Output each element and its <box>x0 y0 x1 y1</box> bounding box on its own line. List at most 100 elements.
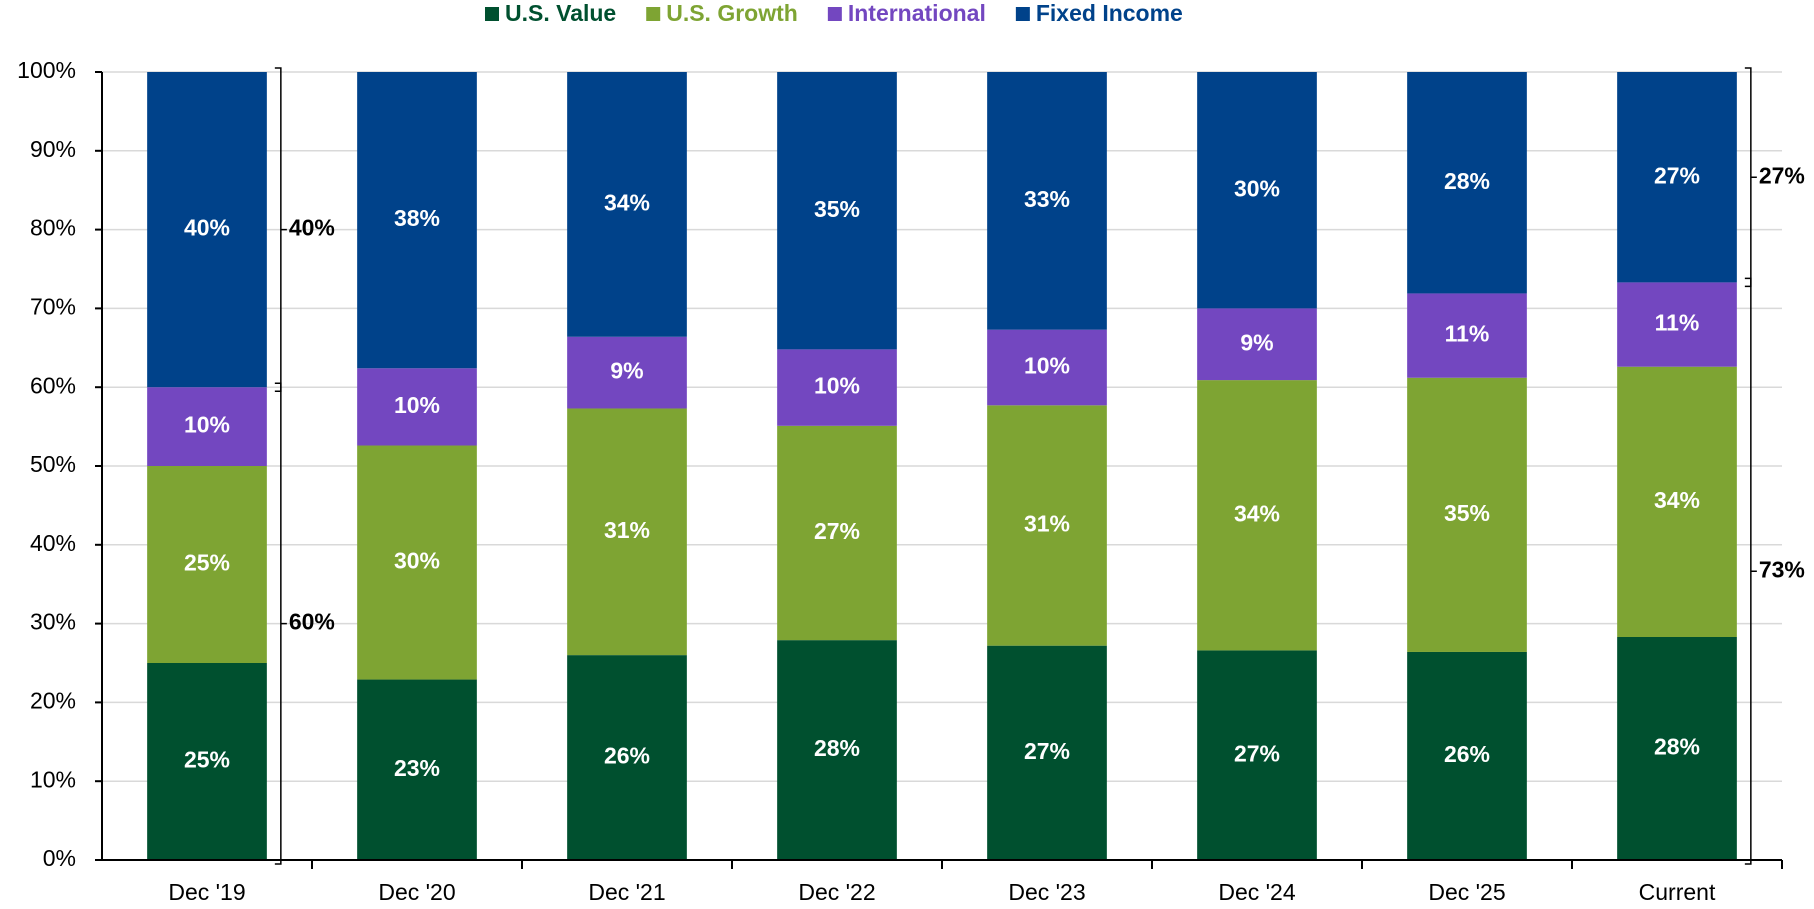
value-label: 10% <box>394 392 440 418</box>
value-label: 27% <box>1654 162 1700 188</box>
bar-segment <box>1407 651 1527 860</box>
legend-label: Fixed Income <box>1036 0 1183 26</box>
bar-segment <box>1197 650 1317 860</box>
bar-segment <box>1617 366 1737 637</box>
value-label: 28% <box>1654 734 1700 760</box>
annotation: 60% <box>289 609 335 635</box>
legend-label: U.S. Value <box>505 0 616 26</box>
x-tick-label: Dec '21 <box>588 879 665 905</box>
y-tick-label: 30% <box>30 609 76 635</box>
bar-segment <box>357 445 477 680</box>
bar-segment <box>567 336 687 409</box>
value-label: 10% <box>184 412 230 438</box>
bracket <box>1744 67 1757 288</box>
bar-segment <box>147 387 267 466</box>
y-tick-label: 20% <box>30 687 76 713</box>
bar-segment <box>1617 636 1737 860</box>
y-tick-label: 50% <box>30 451 76 477</box>
y-tick-label: 60% <box>30 372 76 398</box>
bar-segment <box>567 655 687 860</box>
value-label: 33% <box>1024 186 1070 212</box>
value-label: 38% <box>394 205 440 231</box>
bar-segment <box>147 466 267 663</box>
bar-segment <box>777 425 897 641</box>
value-label: 25% <box>184 550 230 576</box>
y-tick-label: 100% <box>17 57 76 83</box>
bar-segment <box>357 72 477 369</box>
bar-segment <box>1407 377 1527 652</box>
value-label: 34% <box>1234 500 1280 526</box>
value-label: 28% <box>1444 168 1490 194</box>
y-tick-label: 40% <box>30 530 76 556</box>
bar-segment <box>147 663 267 860</box>
bar-segment <box>1617 282 1737 367</box>
legend-swatch <box>1015 7 1030 21</box>
value-label: 31% <box>604 517 650 543</box>
bar-segment <box>987 645 1107 860</box>
y-tick-label: 70% <box>30 293 76 319</box>
bar-segment <box>567 72 687 337</box>
bar-segment <box>987 329 1107 406</box>
bar-segment <box>1407 293 1527 378</box>
value-label: 25% <box>184 747 230 773</box>
annotation: 40% <box>289 215 335 241</box>
y-tick-label: 0% <box>43 845 76 871</box>
value-label: 35% <box>814 196 860 222</box>
value-label: 26% <box>1444 741 1490 767</box>
bar-segment <box>1197 308 1317 381</box>
value-label: 9% <box>1240 329 1273 355</box>
x-tick-label: Dec '19 <box>168 879 245 905</box>
value-label: 31% <box>1024 511 1070 537</box>
x-tick-label: Dec '22 <box>798 879 875 905</box>
value-label: 34% <box>604 189 650 215</box>
bar-segment <box>777 349 897 426</box>
value-label: 9% <box>610 358 643 384</box>
value-label: 35% <box>1444 500 1490 526</box>
value-label: 10% <box>1024 353 1070 379</box>
annotation: 73% <box>1759 556 1805 582</box>
value-label: 27% <box>1024 738 1070 764</box>
legend-swatch <box>646 7 661 21</box>
value-label: 40% <box>184 215 230 241</box>
bar-segment <box>777 640 897 860</box>
y-tick-label: 90% <box>30 136 76 162</box>
value-label: 27% <box>1234 740 1280 766</box>
bar-segment <box>357 679 477 860</box>
value-label: 30% <box>394 548 440 574</box>
bar-segment <box>1197 72 1317 309</box>
bar-segment <box>567 408 687 656</box>
bar-segment <box>1197 380 1317 651</box>
x-tick-label: Dec '25 <box>1428 879 1505 905</box>
value-label: 34% <box>1654 487 1700 513</box>
bar-segment <box>357 368 477 446</box>
bar-segment <box>1617 72 1737 283</box>
legend-swatch <box>827 7 842 21</box>
value-label: 28% <box>814 735 860 761</box>
x-tick-label: Dec '24 <box>1218 879 1295 905</box>
bar-segment <box>147 72 267 388</box>
bracket <box>1744 277 1757 865</box>
bracket <box>274 382 287 865</box>
value-label: 10% <box>814 373 860 399</box>
value-label: 27% <box>814 518 860 544</box>
value-label: 30% <box>1234 175 1280 201</box>
x-tick-label: Current <box>1639 879 1716 905</box>
annotation: 27% <box>1759 162 1805 188</box>
value-label: 11% <box>1655 310 1700 336</box>
y-tick-label: 80% <box>30 215 76 241</box>
value-label: 11% <box>1445 321 1490 347</box>
x-tick-label: Dec '20 <box>378 879 455 905</box>
bar-segment <box>1407 72 1527 294</box>
bar-segment <box>987 72 1107 330</box>
bar-segment <box>987 405 1107 646</box>
bracket <box>274 67 287 392</box>
legend-label: U.S. Growth <box>666 0 798 26</box>
legend-label: International <box>848 0 986 26</box>
value-label: 23% <box>394 755 440 781</box>
value-label: 26% <box>604 743 650 769</box>
y-tick-label: 10% <box>30 766 76 792</box>
x-tick-label: Dec '23 <box>1008 879 1085 905</box>
bar-segment <box>777 72 897 350</box>
legend-swatch <box>485 7 499 21</box>
